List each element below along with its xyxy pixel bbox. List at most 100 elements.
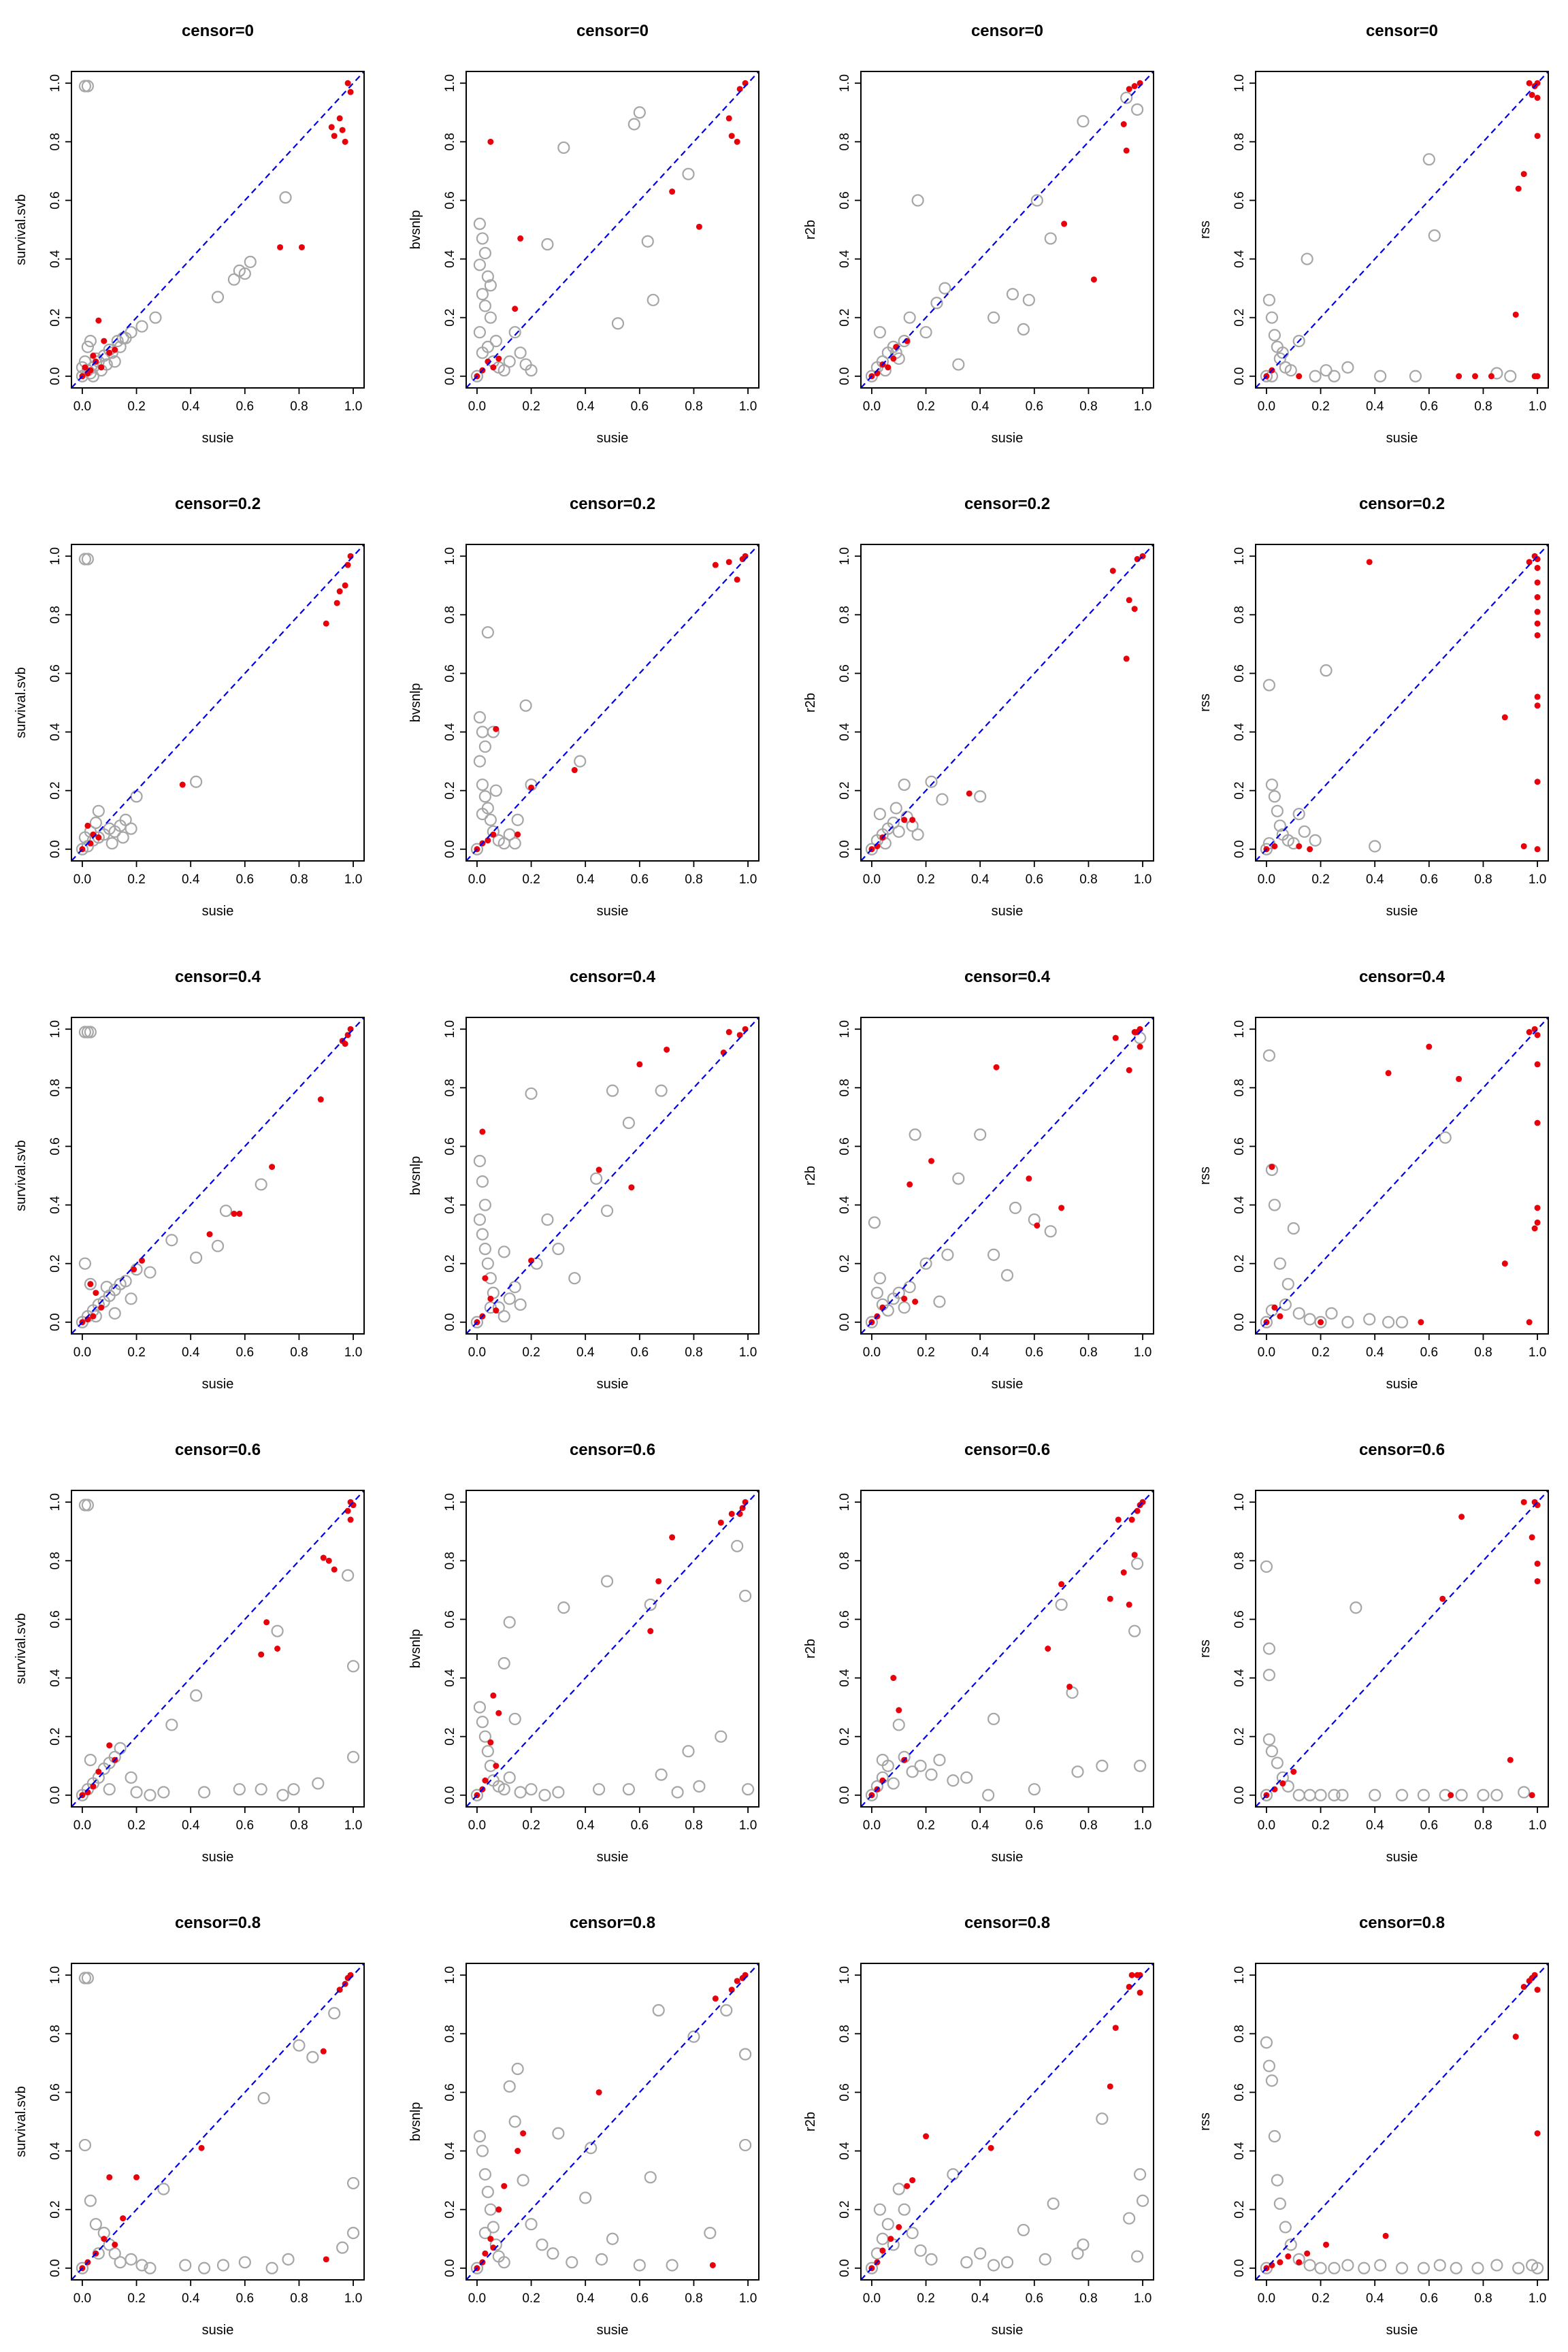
x-tick-label: 0.4	[971, 1818, 990, 1833]
data-point-open	[1518, 1786, 1531, 1799]
data-point-open	[865, 1316, 879, 1328]
plot-frame	[1255, 71, 1549, 389]
x-tick-label: 0.0	[468, 399, 486, 414]
data-point-open	[1128, 1624, 1141, 1637]
data-point-open	[478, 740, 491, 753]
data-point-open	[473, 755, 487, 768]
data-point-highlight	[1534, 1120, 1541, 1126]
data-point-open	[78, 1257, 92, 1270]
data-point-open	[738, 1589, 752, 1603]
panel-title: censor=0	[576, 22, 649, 40]
data-point-open	[478, 1198, 491, 1211]
plot-frame	[466, 544, 760, 862]
data-point-open	[914, 2244, 927, 2257]
data-point-highlight	[514, 831, 521, 838]
data-point-open	[279, 191, 292, 204]
data-point-open	[1260, 843, 1273, 855]
data-point-open	[255, 1178, 267, 1191]
data-point-open	[1428, 229, 1441, 242]
data-point-highlight	[101, 2236, 108, 2242]
data-point-open	[693, 1780, 706, 1793]
data-point-open	[517, 2174, 529, 2187]
data-point-highlight	[269, 1164, 276, 1171]
data-point-open	[541, 1213, 554, 1226]
identity-line	[1255, 71, 1549, 389]
data-point-highlight	[1448, 1792, 1454, 1799]
data-point-open	[909, 1128, 921, 1141]
y-tick-label: 0.4	[838, 1669, 852, 1687]
data-point-highlight	[1123, 147, 1130, 154]
data-point-open	[1133, 1759, 1147, 1772]
data-point-open	[487, 2221, 500, 2234]
y-tick-label: 0.2	[48, 2200, 63, 2218]
data-point-open	[1490, 1788, 1503, 1801]
identity-line	[466, 71, 760, 389]
data-point-open	[89, 2218, 102, 2231]
data-point-open	[865, 2261, 879, 2274]
data-point-open	[611, 317, 625, 330]
data-point-highlight	[90, 1313, 97, 1320]
y-tick-label: 0.8	[1232, 606, 1247, 623]
data-point-open	[1039, 2253, 1051, 2266]
data-point-open	[84, 1026, 97, 1039]
y-tick-label: 0.6	[1232, 191, 1247, 209]
data-point-open	[116, 831, 129, 844]
x-tick-label: 0.0	[74, 399, 91, 414]
data-point-open	[1017, 323, 1030, 336]
data-point-open	[125, 2253, 137, 2266]
data-point-open	[652, 2004, 665, 2016]
y-tick-label: 0.4	[1232, 723, 1247, 741]
data-point-highlight	[1534, 620, 1541, 627]
data-point-open	[960, 2256, 973, 2269]
y-tick-label: 0.8	[48, 606, 63, 623]
x-tick-label: 1.0	[1134, 399, 1152, 414]
y-tick-label: 1.0	[48, 74, 63, 92]
y-tick-label: 0.0	[838, 840, 852, 858]
data-point-open	[503, 1292, 516, 1305]
data-point-open	[911, 194, 924, 207]
data-point-highlight	[336, 588, 343, 595]
data-point-highlight	[1534, 608, 1541, 615]
data-point-highlight	[482, 1777, 489, 1784]
y-tick-label: 1.0	[48, 547, 63, 565]
y-tick-label: 1.0	[1232, 1020, 1247, 1038]
data-point-open	[704, 2227, 717, 2240]
data-point-open	[1395, 2261, 1409, 2274]
y-tick-label: 1.0	[1232, 74, 1247, 92]
data-point-open	[125, 1771, 137, 1784]
y-tick-label: 1.0	[443, 74, 457, 92]
data-point-highlight	[84, 822, 91, 829]
data-point-open	[1265, 2074, 1278, 2087]
x-tick-label: 0.2	[522, 1345, 540, 1360]
data-point-open	[546, 2247, 559, 2260]
data-point-highlight	[493, 1307, 500, 1314]
data-point-highlight	[1534, 779, 1541, 785]
x-tick-label: 0.6	[236, 1345, 254, 1360]
data-point-open	[1044, 1225, 1057, 1238]
data-point-highlight	[112, 2241, 118, 2248]
data-point-highlight	[736, 86, 743, 93]
data-point-highlight	[87, 1281, 94, 1288]
data-point-open	[873, 1272, 886, 1285]
data-point-highlight	[1426, 1043, 1433, 1050]
x-axis-label: susie	[992, 1377, 1024, 1392]
y-tick-label: 0.2	[443, 1254, 457, 1272]
data-point-open	[503, 2080, 516, 2093]
data-point-open	[655, 1768, 668, 1781]
y-tick-label: 0.8	[443, 606, 457, 623]
data-point-highlight	[487, 2236, 494, 2242]
y-tick-label: 0.6	[48, 191, 63, 209]
y-tick-label: 1.0	[48, 1966, 63, 1984]
data-point-highlight	[1271, 1304, 1278, 1311]
x-tick-label: 0.8	[290, 872, 308, 887]
data-point-open	[600, 1205, 614, 1218]
y-tick-label: 1.0	[443, 547, 457, 565]
data-point-highlight	[342, 138, 348, 145]
y-tick-label: 0.2	[838, 781, 852, 799]
data-point-open	[933, 1295, 946, 1308]
y-tick-label: 0.4	[1232, 2142, 1247, 2160]
data-point-highlight	[1385, 1070, 1392, 1077]
data-point-open	[508, 837, 521, 850]
x-tick-label: 0.2	[1311, 1818, 1329, 1833]
x-axis-label: susie	[597, 1377, 629, 1392]
